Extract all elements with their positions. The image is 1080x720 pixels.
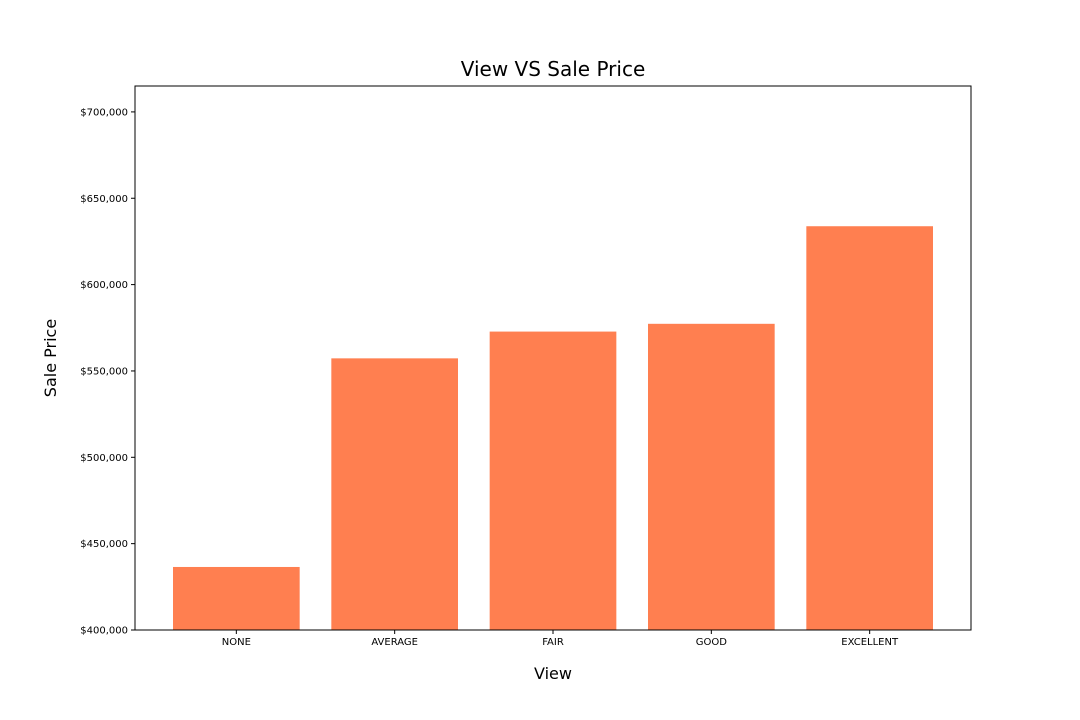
y-tick-label: $450,000	[80, 539, 128, 550]
y-axis-ticks: $400,000 $450,000 $500,000 $550,000 $600,000…	[80, 107, 135, 637]
x-tick-label: NONE	[222, 637, 251, 648]
bars-group	[173, 226, 933, 631]
y-tick-label: $400,000	[80, 626, 128, 637]
y-axis-label: Sale Price	[41, 319, 60, 397]
bar-excellent	[806, 226, 933, 631]
x-axis-ticks: NONE AVERAGE FAIR GOOD EXCELLENT	[222, 630, 899, 648]
x-tick-label: EXCELLENT	[841, 637, 899, 648]
y-tick-label: $700,000	[80, 107, 128, 118]
y-tick-label: $500,000	[80, 453, 128, 464]
x-tick-label: AVERAGE	[371, 637, 418, 648]
x-tick-label: FAIR	[542, 637, 564, 648]
chart-title: View VS Sale Price	[461, 57, 646, 81]
y-tick-label: $550,000	[80, 366, 128, 377]
y-tick-label: $650,000	[80, 194, 128, 205]
bar-average	[331, 358, 458, 630]
x-tick-label: GOOD	[696, 637, 727, 648]
bar-none	[173, 566, 300, 630]
bar-good	[648, 323, 775, 630]
x-axis-label: View	[534, 664, 572, 683]
bar-fair	[489, 331, 617, 630]
y-tick-label: $600,000	[80, 280, 128, 291]
